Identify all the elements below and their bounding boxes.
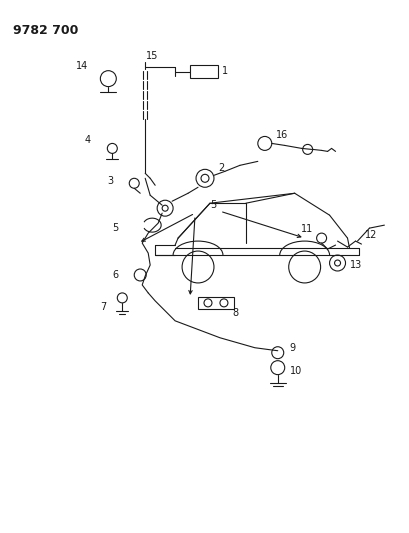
Text: 3: 3 <box>107 176 113 187</box>
FancyBboxPatch shape <box>190 64 218 78</box>
Text: 9: 9 <box>289 343 295 353</box>
Text: 10: 10 <box>289 366 301 376</box>
Text: 13: 13 <box>348 260 361 270</box>
FancyBboxPatch shape <box>198 297 233 309</box>
Text: 7: 7 <box>100 302 106 312</box>
Text: 4: 4 <box>84 135 90 146</box>
Text: 5: 5 <box>112 223 118 233</box>
Text: 12: 12 <box>364 230 376 240</box>
Text: 16: 16 <box>275 131 287 140</box>
Text: 1: 1 <box>221 66 227 76</box>
Text: 6: 6 <box>112 270 118 280</box>
Text: 8: 8 <box>232 308 238 318</box>
Text: 14: 14 <box>76 61 88 71</box>
Text: 9782 700: 9782 700 <box>13 24 78 37</box>
Text: 11: 11 <box>301 224 313 234</box>
Text: 2: 2 <box>218 163 224 173</box>
Text: 5: 5 <box>209 200 216 210</box>
Text: 15: 15 <box>146 51 158 61</box>
